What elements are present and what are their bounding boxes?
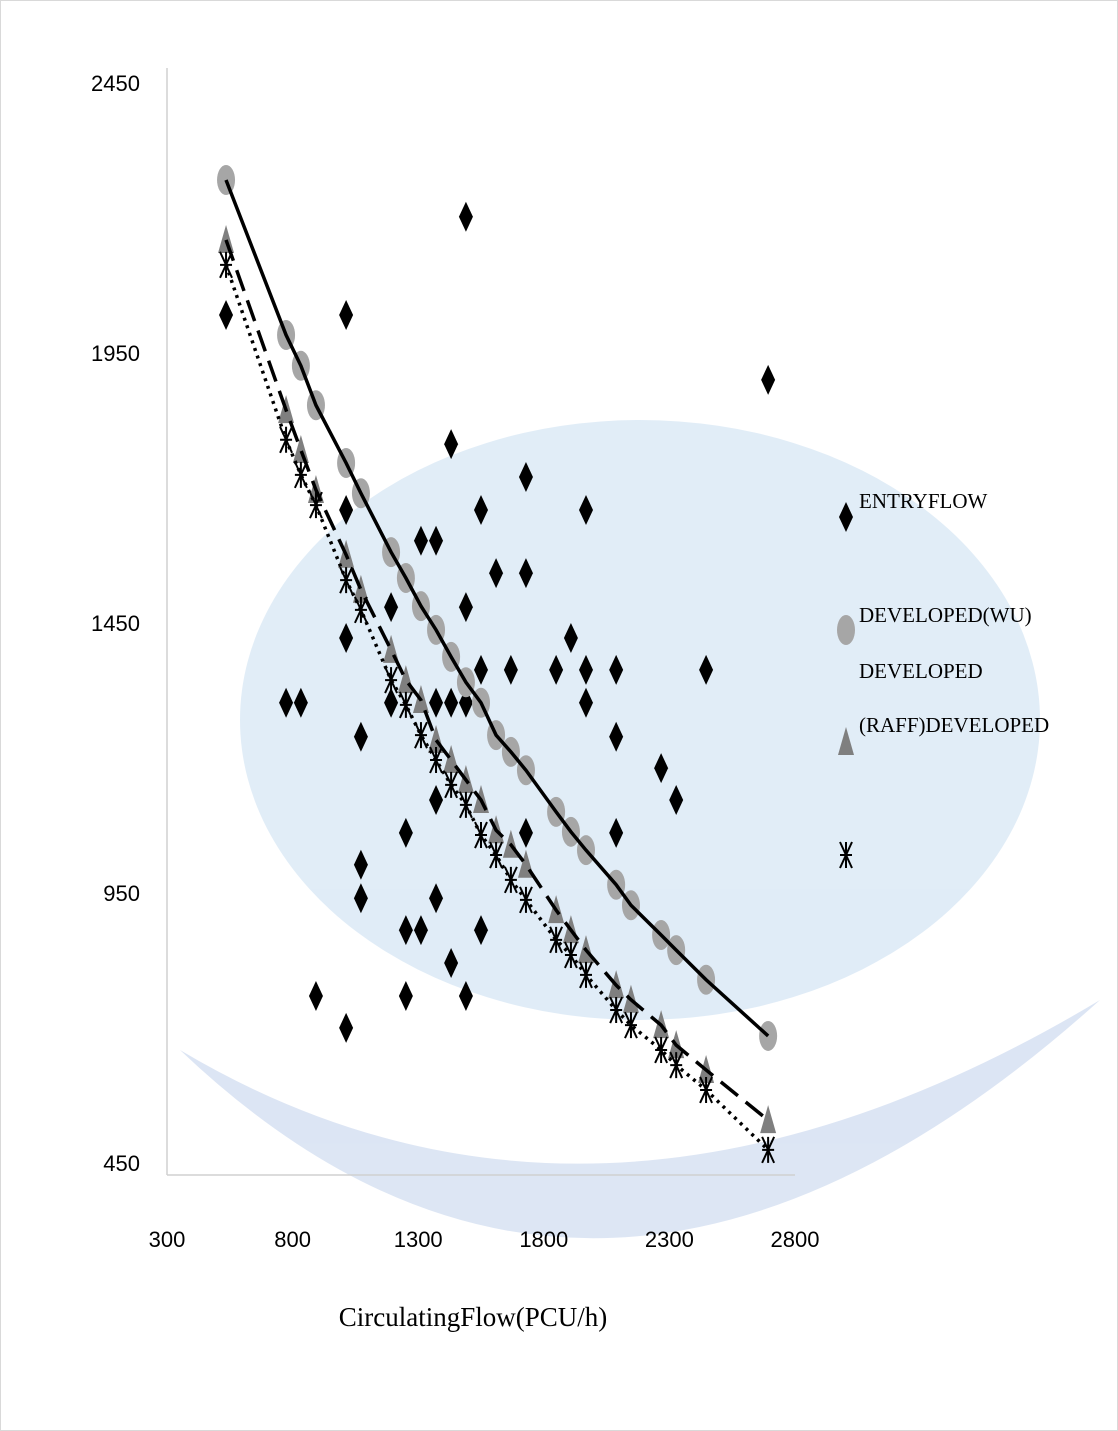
point <box>625 1012 637 1038</box>
x-axis-title: CirculatingFlow(PCU/h) <box>339 1302 608 1332</box>
point <box>762 1137 774 1163</box>
point <box>490 842 502 868</box>
point <box>550 927 562 953</box>
point <box>655 1037 667 1063</box>
x-tick-label: 2800 <box>771 1227 820 1252</box>
y-tick-label: 450 <box>103 1151 140 1176</box>
legend-marker <box>840 842 852 868</box>
legend-label: ENTRYFLOW <box>859 489 988 513</box>
y-tick-label: 2450 <box>91 71 140 96</box>
legend-marker <box>837 615 855 645</box>
legend-label: DEVELOPED <box>859 659 983 683</box>
legend-label: DEVELOPED(WU) <box>859 603 1032 627</box>
y-tick-label: 1450 <box>91 611 140 636</box>
x-tick-label: 800 <box>274 1227 311 1252</box>
x-tick-label: 2300 <box>645 1227 694 1252</box>
x-tick-label: 1800 <box>519 1227 568 1252</box>
y-tick-label: 1950 <box>91 341 140 366</box>
legend-label: (RAFF)DEVELOPED <box>859 713 1049 737</box>
x-tick-label: 1300 <box>394 1227 443 1252</box>
chart: CirculatingFlow(PCU/h) 450 950 1450 1950 245… <box>0 0 1118 1431</box>
x-tick-label: 300 <box>149 1227 186 1252</box>
y-tick-label: 950 <box>103 881 140 906</box>
